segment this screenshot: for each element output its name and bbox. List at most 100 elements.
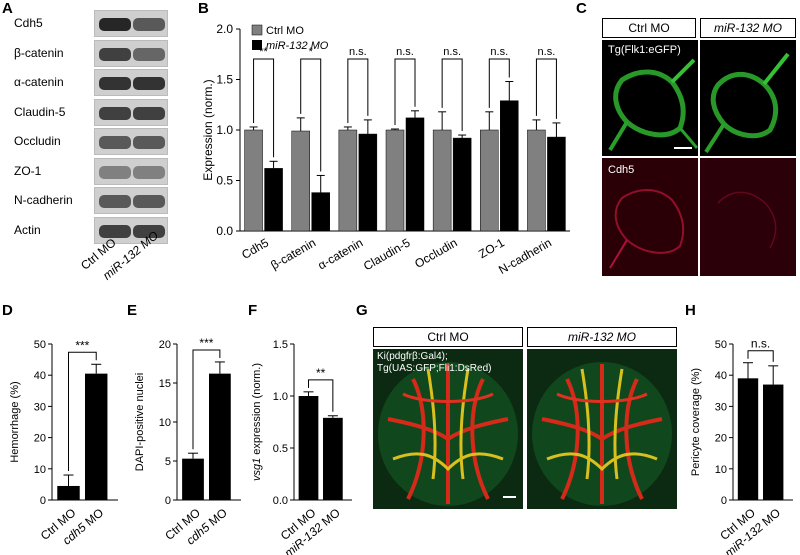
significance-label: ** bbox=[316, 366, 326, 380]
significance-bracket bbox=[747, 350, 774, 362]
bar bbox=[291, 130, 310, 232]
blot-band bbox=[133, 18, 165, 31]
y-tick-label: 0.5 bbox=[216, 174, 233, 188]
blot-row bbox=[94, 39, 168, 67]
bar bbox=[385, 129, 405, 232]
chart-b-expression: 0.0 0.5 1.0 1.5 2.0 Expression (norm.) ** Cdh5 *… bbox=[201, 22, 570, 277]
y-axis-label: vsg1 expression (norm.) bbox=[251, 363, 263, 481]
significance-label: n.s. bbox=[538, 46, 556, 58]
micrograph-mir-gfp bbox=[700, 40, 796, 156]
micrograph-mir-cdh5 bbox=[700, 158, 796, 276]
blot-band bbox=[133, 77, 165, 90]
x-tick-label: β-catenin bbox=[268, 235, 318, 272]
legend-swatch-mir bbox=[252, 40, 262, 50]
blot-band bbox=[99, 47, 131, 61]
legend-label-mir: miR-132 MO bbox=[266, 40, 329, 52]
y-tick-label: 0.5 bbox=[273, 443, 288, 455]
micrograph-g-ctrl: Ki(pdgfrβ:Gal4); Tg(UAS:GFP;Fli1:DsRed) bbox=[373, 349, 523, 509]
panel-label-c: C bbox=[576, 0, 587, 17]
blot-row bbox=[94, 69, 168, 96]
y-tick-label: 1.5 bbox=[273, 339, 288, 351]
y-tick-label: 0 bbox=[165, 495, 171, 507]
blot-row bbox=[94, 98, 168, 126]
blot-band bbox=[99, 136, 131, 149]
significance-label: *** bbox=[199, 336, 213, 350]
y-tick-label: 10 bbox=[715, 464, 727, 476]
bar bbox=[358, 133, 378, 232]
g-overlay-line2: Tg(UAS:GFP;Fli1:DsRed) bbox=[377, 363, 492, 374]
panel-label-g: G bbox=[356, 302, 368, 319]
y-axis-label: Hemorrhage (%) bbox=[9, 381, 21, 462]
blot-row-label: Cdh5 bbox=[14, 16, 43, 30]
bar bbox=[298, 396, 319, 500]
blot-row-label: Actin bbox=[14, 222, 41, 237]
bar bbox=[244, 129, 263, 232]
bar bbox=[500, 100, 519, 232]
panel-label-h: H bbox=[685, 302, 696, 319]
panel-c-header-ctrl: Ctrl MO bbox=[602, 18, 696, 38]
blot-band bbox=[133, 224, 165, 238]
blot-band bbox=[99, 195, 131, 208]
x-tick-label: N-cadherin bbox=[496, 235, 554, 276]
gfp-label: Tg(Flk1:eGFP) bbox=[608, 44, 681, 56]
bar bbox=[547, 136, 566, 232]
panel-label-f: F bbox=[248, 302, 258, 319]
blot-band bbox=[99, 106, 131, 120]
significance-label: n.s. bbox=[490, 46, 508, 58]
panel-label-e: E bbox=[127, 302, 138, 319]
panel-g-header-mir: miR-132 MO bbox=[527, 327, 677, 347]
bar bbox=[452, 137, 472, 232]
significance-label: n.s. bbox=[396, 46, 414, 58]
panel-label-d: D bbox=[2, 302, 13, 319]
blot-row bbox=[94, 216, 168, 244]
significance-bracket bbox=[394, 58, 416, 125]
micrograph-ctrl-gfp: Tg(Flk1:eGFP) bbox=[602, 40, 698, 156]
panel-label-b: B bbox=[198, 0, 209, 17]
bar bbox=[85, 373, 108, 500]
blot-row-label: ZO-1 bbox=[14, 163, 42, 178]
y-tick-label: 2.0 bbox=[216, 22, 233, 36]
bar bbox=[405, 117, 425, 232]
significance-bracket bbox=[300, 58, 322, 172]
blot-band bbox=[133, 47, 165, 61]
x-tick-label: Occludin bbox=[412, 235, 459, 270]
bar bbox=[264, 168, 283, 232]
significance-bracket bbox=[253, 58, 275, 158]
significance-label: ** bbox=[259, 46, 268, 58]
micrograph-g-mir bbox=[527, 349, 677, 509]
y-tick-label: 20 bbox=[34, 433, 46, 445]
blot-row-label: α-catenin bbox=[14, 75, 64, 89]
bar bbox=[323, 417, 343, 500]
significance-bracket bbox=[68, 351, 97, 472]
y-tick-label: 10 bbox=[34, 464, 46, 476]
y-tick-label: 15 bbox=[159, 378, 171, 390]
significance-label: n.s. bbox=[751, 337, 770, 351]
y-tick-label: 40 bbox=[715, 370, 727, 382]
blot-band bbox=[133, 165, 165, 179]
y-tick-label: 0.0 bbox=[216, 224, 233, 238]
bar bbox=[209, 373, 231, 500]
significance-label: n.s. bbox=[349, 46, 367, 58]
bar bbox=[311, 192, 330, 232]
blot-band bbox=[99, 224, 131, 238]
significance-bracket bbox=[347, 58, 369, 123]
cdh5-label: Cdh5 bbox=[608, 164, 635, 176]
blot-band bbox=[133, 195, 165, 208]
legend-label-ctrl: Ctrl MO bbox=[266, 25, 304, 37]
bar bbox=[763, 384, 784, 500]
blot-row-label: N-cadherin bbox=[14, 193, 73, 207]
y-axis-label: Expression (norm.) bbox=[201, 79, 215, 180]
blot-row-label: β-catenin bbox=[14, 45, 64, 60]
x-tick-label: α-catenin bbox=[315, 235, 365, 272]
bar bbox=[432, 129, 452, 232]
bar bbox=[737, 378, 759, 500]
significance-bracket bbox=[488, 58, 510, 108]
blot-row-label: Occludin bbox=[14, 134, 61, 148]
y-tick-label: 0 bbox=[40, 495, 46, 507]
y-tick-label: 40 bbox=[34, 370, 46, 382]
y-tick-label: 1.0 bbox=[273, 391, 288, 403]
legend-swatch-ctrl bbox=[251, 24, 263, 36]
